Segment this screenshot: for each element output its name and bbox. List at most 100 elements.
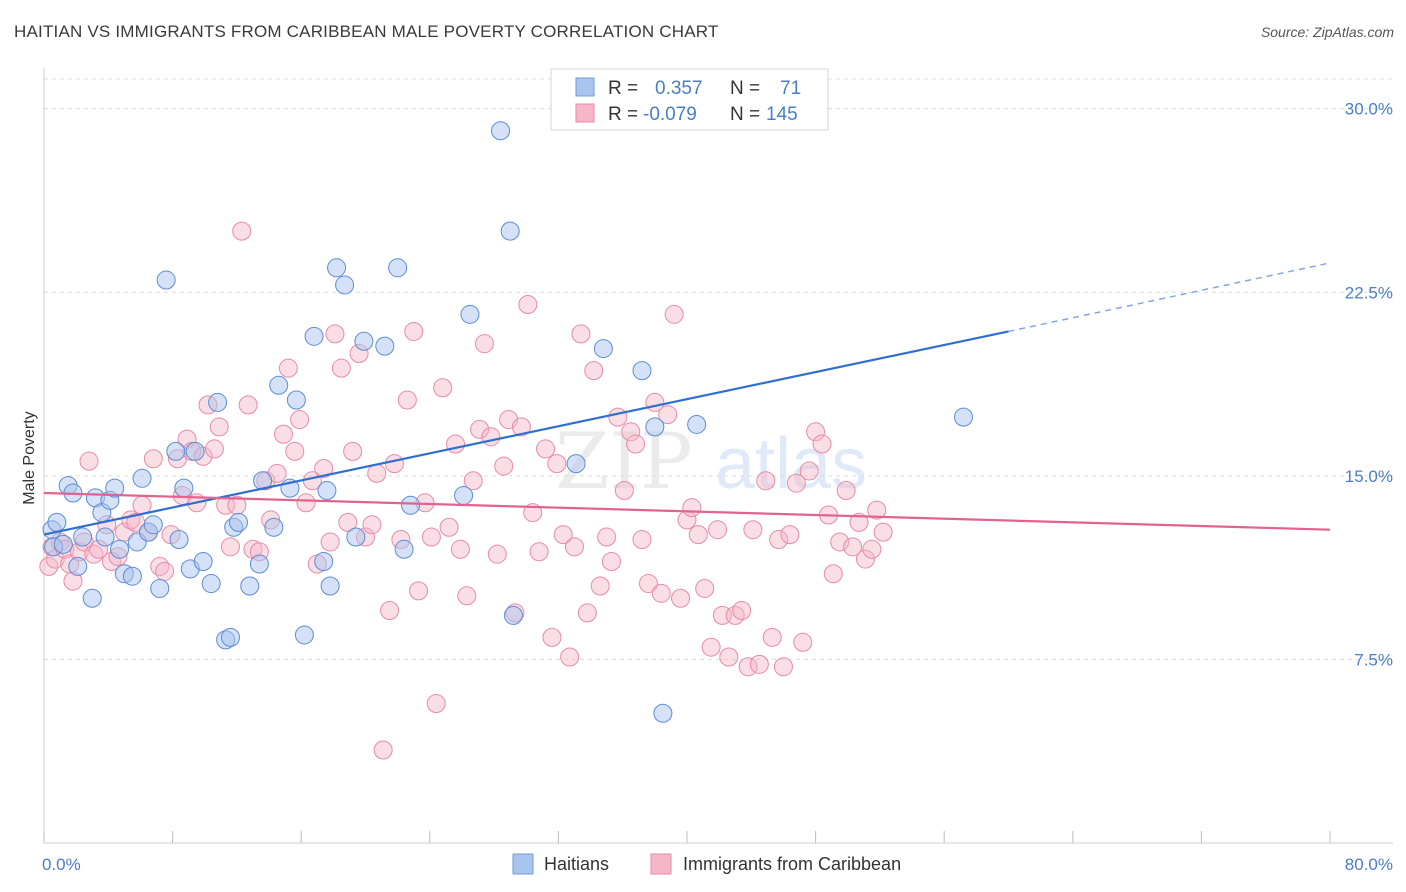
legend-swatch-pink [575, 103, 595, 123]
haitian-point [95, 527, 115, 547]
caribbean-point [204, 439, 224, 459]
y-tick-label: 7.5% [1354, 650, 1393, 669]
caribbean-point [597, 527, 617, 547]
caribbean-point [39, 556, 59, 576]
chart-title: HAITIAN VS IMMIGRANTS FROM CARIBBEAN MAL… [14, 22, 719, 41]
source-credit: Source: ZipAtlas.com [1260, 24, 1394, 40]
caribbean-point [367, 463, 387, 483]
caribbean-point [843, 537, 863, 557]
haitian-point [653, 703, 673, 723]
caribbean-point [290, 410, 310, 430]
caribbean-point [769, 529, 789, 549]
caribbean-point [404, 321, 424, 341]
caribbean-point [867, 500, 887, 520]
caribbean-point [426, 693, 446, 713]
caribbean-point [577, 603, 597, 623]
series-haitians [42, 121, 973, 723]
haitian-point [401, 495, 421, 515]
haitian-point [68, 556, 88, 576]
haitian-point [166, 441, 186, 461]
caribbean-point [553, 525, 573, 545]
caribbean-point [756, 471, 776, 491]
haitian-point [314, 552, 334, 572]
x-tick-label-max: 80.0% [1345, 855, 1393, 874]
haitian-point [327, 258, 347, 278]
haitian-point [73, 527, 93, 547]
haitian-point [82, 588, 102, 608]
haitian-point [193, 552, 213, 572]
caribbean-point [773, 657, 793, 677]
caribbean-point [862, 539, 882, 559]
haitian-point [105, 478, 125, 498]
caribbean-point [331, 358, 351, 378]
caribbean-point [632, 529, 652, 549]
caribbean-point [608, 407, 628, 427]
bottom-legend-label-caribbean: Immigrants from Caribbean [683, 854, 901, 874]
haitian-point [286, 390, 306, 410]
haitian-point [566, 454, 586, 474]
caribbean-point [547, 454, 567, 474]
haitian-point [304, 326, 324, 346]
caribbean-point [658, 405, 678, 425]
caribbean-point [732, 600, 752, 620]
haitian-point [593, 339, 613, 359]
haitian-point [122, 566, 142, 586]
caribbean-point [470, 419, 490, 439]
caribbean-point [511, 417, 531, 437]
caribbean-point [855, 549, 875, 569]
caribbean-point [780, 525, 800, 545]
caribbean-point [664, 304, 684, 324]
trend-lines [43, 262, 1331, 536]
caribbean-point [786, 473, 806, 493]
haitian-point [169, 529, 189, 549]
haitian-point [317, 481, 337, 501]
caribbean-point [338, 512, 358, 532]
legend-n-value-1: 71 [780, 78, 801, 99]
legend-r-label-1: R = [608, 78, 638, 99]
haitian-point [645, 417, 665, 437]
caribbean-point [830, 532, 850, 552]
caribbean-point [220, 537, 240, 557]
haitian-point [354, 331, 374, 351]
caribbean-point [651, 583, 671, 603]
haitian-point [320, 576, 340, 596]
caribbean-point [285, 441, 305, 461]
caribbean-point [701, 637, 721, 657]
haitian-point [174, 478, 194, 498]
y-tick-label: 15.0% [1345, 467, 1393, 486]
haitian-point [687, 414, 707, 434]
y-tick-label: 22.5% [1345, 283, 1393, 302]
caribbean-point [671, 588, 691, 608]
haitian-point [454, 485, 474, 505]
caribbean-point [155, 561, 175, 581]
haitian-point [150, 578, 170, 598]
legend-n-label-1: N = [730, 78, 760, 99]
haitian-point [47, 512, 67, 532]
caribbean-point [762, 627, 782, 647]
legend-r-label-2: R = [608, 104, 638, 125]
caribbean-point [518, 295, 538, 315]
caribbean-point [823, 564, 843, 584]
haitians-trend-line [43, 330, 1009, 536]
x-tick-label-min: 0.0% [42, 855, 81, 874]
caribbean-point [542, 627, 562, 647]
caribbean-point [806, 422, 826, 442]
haitian-point [201, 574, 221, 594]
caribbean-point [380, 600, 400, 620]
caribbean-point [143, 449, 163, 469]
caribbean-point [274, 424, 294, 444]
caribbean-point [695, 578, 715, 598]
caribbean-point [571, 324, 591, 344]
haitians-trend-extension [1008, 262, 1331, 333]
caribbean-point [564, 537, 584, 557]
haitian-point [240, 576, 260, 596]
haitian-point [953, 407, 973, 427]
haitian-point [388, 258, 408, 278]
caribbean-point [320, 532, 340, 552]
axes: 7.5% 15.0% 22.5% 30.0% 0.0% 80.0% [42, 68, 1393, 874]
caribbean-point [494, 456, 514, 476]
legend-n-label-2: N = [730, 104, 760, 125]
haitian-point [335, 275, 355, 295]
caribbean-point [79, 451, 99, 471]
caribbean-point [439, 517, 459, 537]
